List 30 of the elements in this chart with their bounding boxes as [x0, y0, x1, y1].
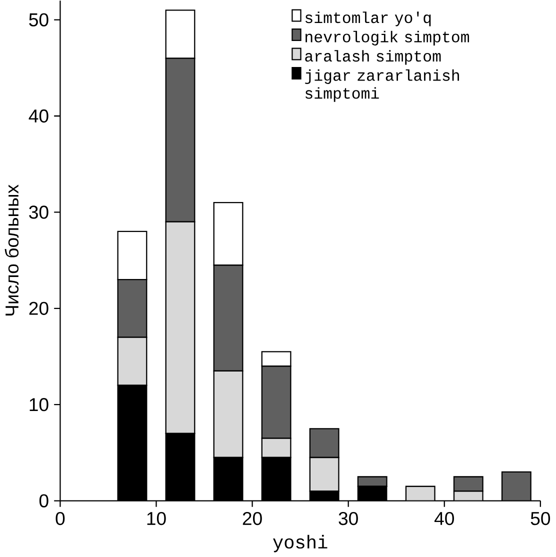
bar: [166, 58, 196, 222]
x-tick-label: 30: [338, 512, 358, 526]
legend-label: jigar zararlanish simptomi: [305, 69, 460, 102]
bar: [310, 456, 340, 492]
y-tick-label: 40: [29, 109, 49, 123]
bar: [502, 471, 532, 501]
x-tick-label: 50: [531, 512, 550, 526]
y-tick-label: 0: [40, 494, 49, 508]
x-tick-label: 0: [56, 512, 65, 526]
legend-label: aralash simptom: [305, 50, 441, 65]
bar: [117, 278, 148, 338]
bar: [214, 202, 244, 266]
bar: [214, 264, 244, 372]
bar: [166, 221, 196, 434]
legend-label: simtomlar yo'q: [306, 12, 431, 26]
y-tick-label: 30: [29, 206, 49, 219]
y-tick-label: 20: [30, 302, 49, 315]
y-axis-title: Число больных: [4, 184, 19, 316]
bar: [262, 366, 292, 439]
legend-label: nevrologik simptom: [306, 30, 470, 46]
x-tick-label: 20: [243, 512, 262, 526]
y-tick-label: 10: [30, 398, 49, 412]
x-tick-label: 10: [148, 512, 166, 526]
bar: [117, 336, 148, 386]
bar: [262, 351, 292, 367]
y-tick-label: 50: [29, 13, 49, 26]
x-axis-title: yoshi: [273, 534, 328, 552]
x-tick-label: 40: [434, 512, 454, 526]
bar: [310, 428, 340, 458]
bar: [214, 370, 244, 458]
